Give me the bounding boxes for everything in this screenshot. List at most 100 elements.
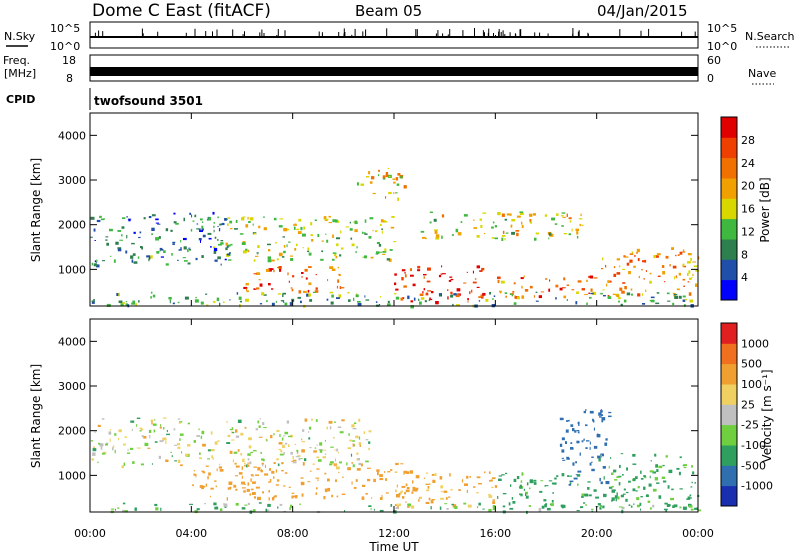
colorbar-tick-label: 4 [741,271,748,284]
heatmap-cell [585,504,587,506]
heatmap-cell [440,485,444,489]
colorbar-segment [721,137,737,159]
heatmap-cell [130,255,134,259]
heatmap-cell [561,437,565,441]
heatmap-cell [389,249,393,251]
heatmap-cell [656,482,660,484]
heatmap-cell [646,494,649,496]
heatmap-cell [431,499,435,501]
heatmap-cell [378,244,382,247]
heatmap-cell [394,471,398,473]
heatmap-cell [471,289,473,293]
heatmap-cell [611,500,614,502]
heatmap-cell [284,431,289,435]
heatmap-cell [668,504,671,507]
heatmap-cell [371,176,375,180]
heatmap-cell [617,297,621,300]
heatmap-cell [90,440,94,442]
heatmap-cell [353,422,357,424]
heatmap-cell [245,288,247,291]
heatmap-cell [545,278,548,280]
heatmap-cell [355,294,359,298]
heatmap-cell [586,302,588,305]
heatmap-cell [263,427,267,429]
heatmap-cell [451,234,454,236]
heatmap-cell [409,268,412,272]
heatmap-cell [532,213,536,216]
heatmap-cell [431,474,435,476]
heatmap-cell [114,433,117,436]
heatmap-cell [331,294,334,298]
heatmap-cell [593,489,597,492]
heatmap-cell [227,434,231,438]
heatmap-cell [346,462,348,466]
heatmap-cell [485,298,489,302]
heatmap-cell [473,486,476,488]
heatmap-cell [377,174,380,177]
heatmap-cell [647,500,651,503]
heatmap-cell [671,488,674,491]
heatmap-cell [467,504,472,508]
heatmap-cell [373,478,376,483]
heatmap-cell [251,492,256,495]
heatmap-cell [283,435,286,437]
heatmap-cell [301,272,304,274]
heatmap-cell [97,424,101,427]
heatmap-cell [278,252,283,257]
heatmap-cell [220,508,223,511]
heatmap-cell [539,490,543,493]
heatmap-cell [648,483,652,487]
heatmap-cell [622,268,626,270]
heatmap-cell [589,410,594,414]
heatmap-cell [654,453,657,457]
heatmap-cell [584,294,588,296]
heatmap-cell [588,292,591,294]
heatmap-cell [403,470,408,474]
heatmap-cell [369,181,373,184]
heatmap-cell [572,462,575,466]
heatmap-cell [581,493,585,497]
heatmap-cell [302,462,305,466]
heatmap-cell [354,220,357,225]
heatmap-cell [289,507,291,510]
heatmap-cell [567,419,570,422]
heatmap-cell [171,455,173,458]
heatmap-cell [328,222,333,224]
heatmap-cell [313,450,317,453]
heatmap-cell [366,176,370,178]
heatmap-cell [357,303,362,307]
heatmap-cell [626,292,631,296]
heatmap-cell [327,487,331,492]
heatmap-cell [256,272,261,275]
heatmap-cell [261,462,264,465]
heatmap-cell [279,269,282,272]
heatmap-cell [546,507,551,511]
heatmap-cell [206,304,209,306]
heatmap-cell [476,506,479,509]
heatmap-cell [650,460,652,462]
heatmap-cell [404,274,407,278]
heatmap-cell [321,250,324,253]
heatmap-cell [376,469,380,472]
heatmap-cell [460,221,463,223]
heatmap-cell [412,283,416,287]
heatmap-cell [428,299,431,301]
heatmap-cell [165,440,167,444]
heatmap-cell [556,213,559,216]
heatmap-cell [585,447,588,449]
heatmap-cell [395,288,399,291]
heatmap-cell [273,476,275,479]
heatmap-cell [281,469,284,472]
heatmap-cell [692,273,694,276]
heatmap-cell [148,216,152,219]
power-ylabel: Slant Range [km] [29,158,43,262]
heatmap-cell [688,506,693,508]
freq-panel: Freq. [MHz] 18 8 60 0 Nave [3,54,776,85]
heatmap-cell [127,448,129,451]
heatmap-cell [263,227,267,231]
heatmap-cell [599,507,602,510]
heatmap-cell [194,299,199,303]
heatmap-cell [600,409,602,411]
